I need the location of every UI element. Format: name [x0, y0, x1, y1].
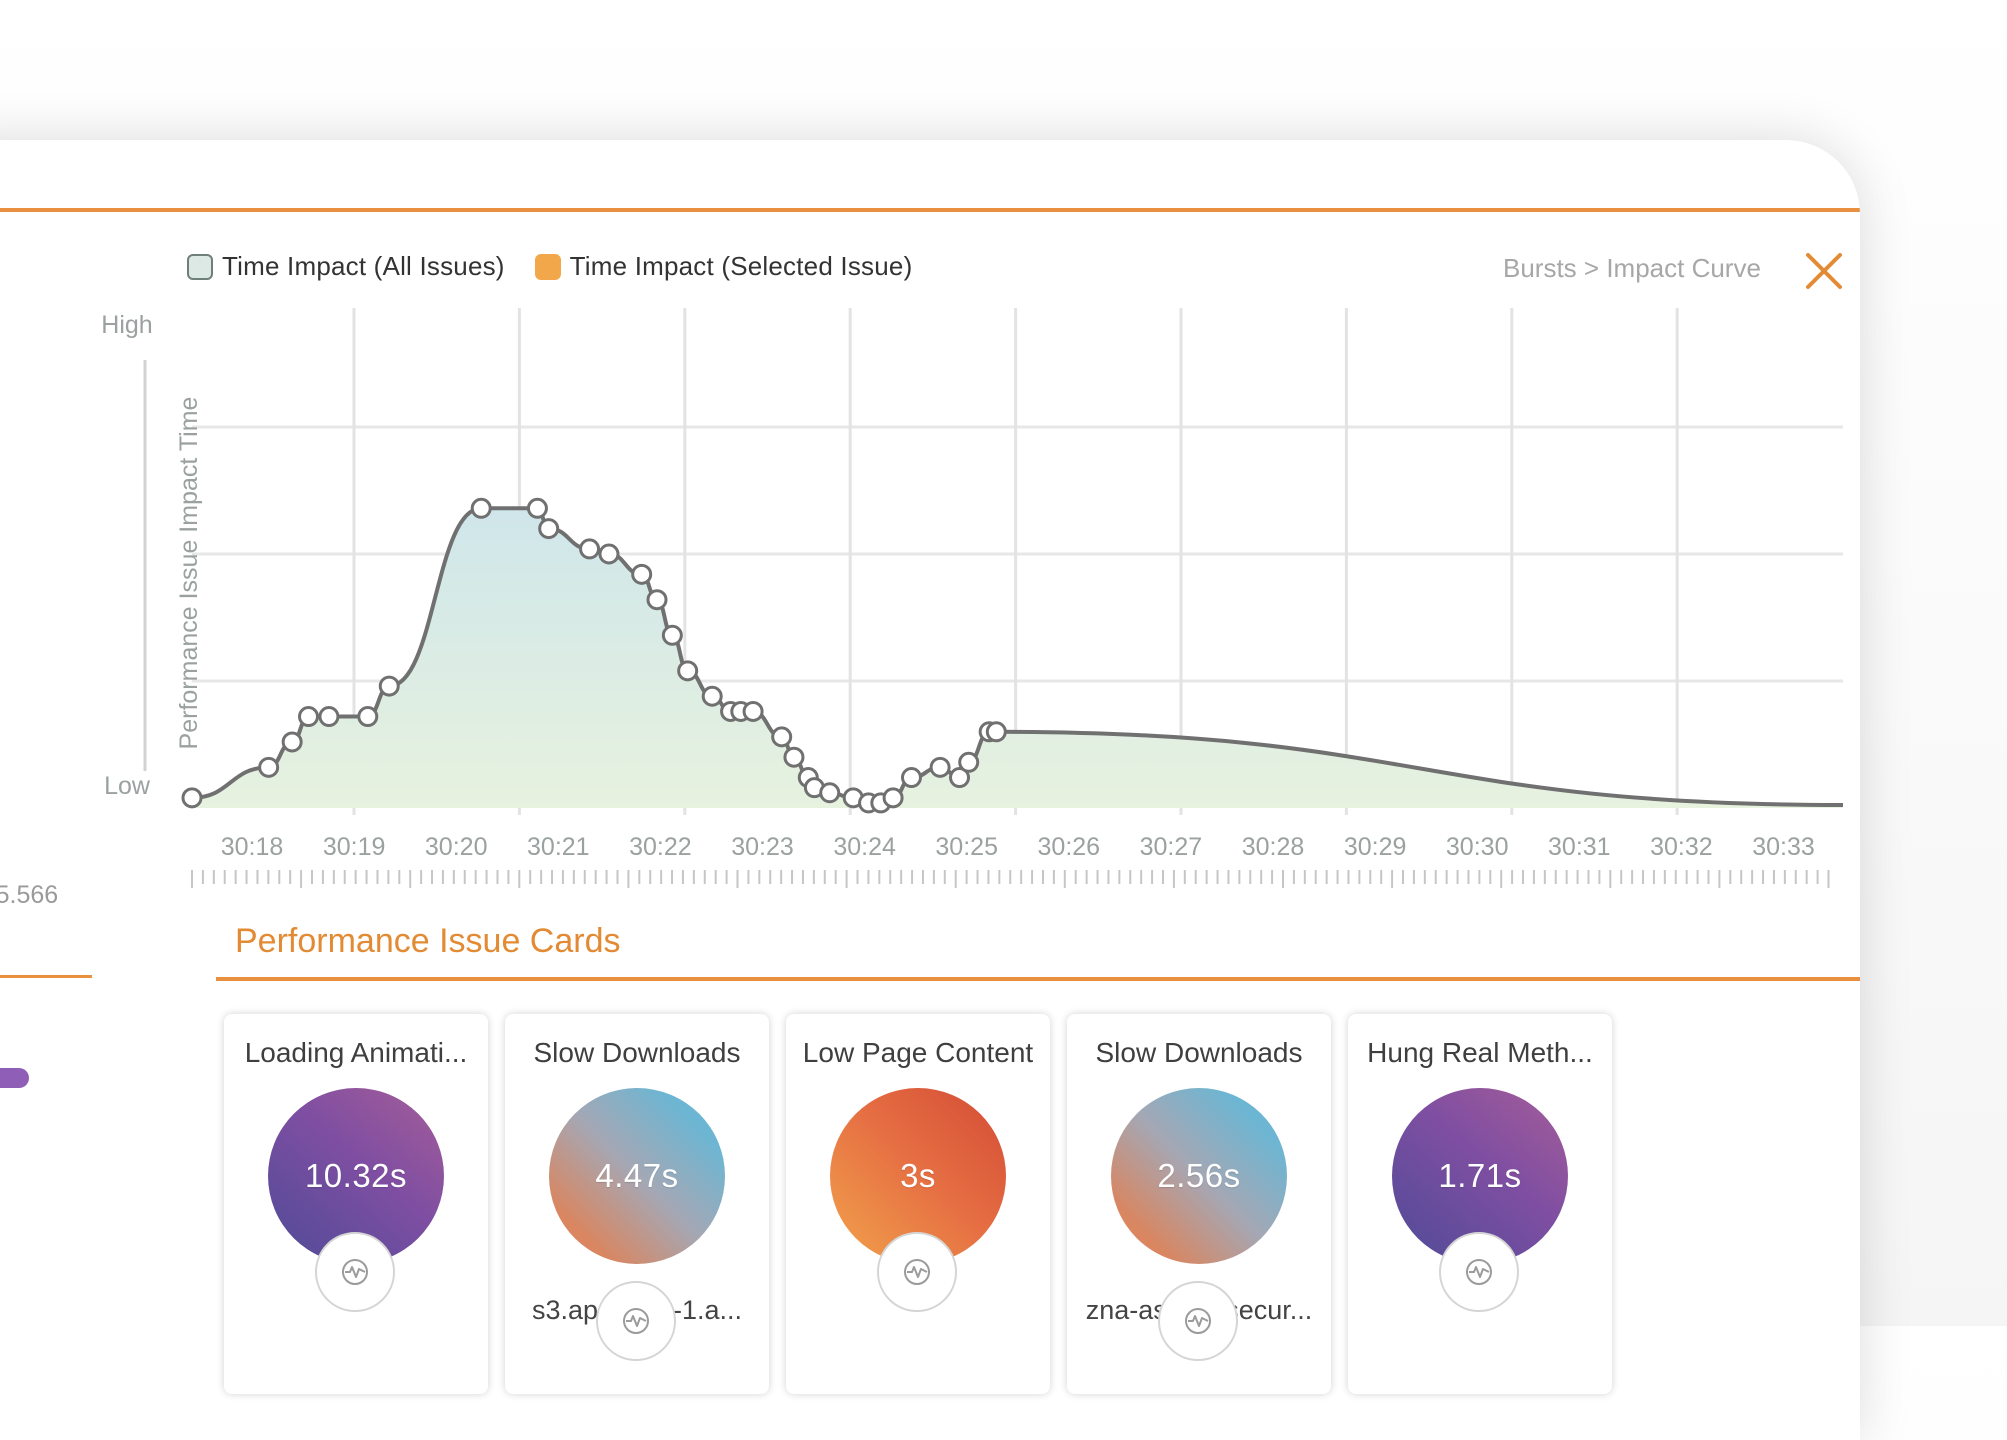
performance-issue-impact-circle[interactable]: 4.47s	[549, 1088, 725, 1264]
legend-all-issues-swatch	[187, 253, 213, 280]
x-axis-tick-label: 30:29	[1344, 833, 1407, 861]
x-axis-tick-label: 30:24	[833, 833, 896, 861]
impact-data-point[interactable]	[526, 497, 548, 519]
impact-data-point[interactable]	[985, 721, 1007, 743]
performance-issue-card[interactable]: Slow Downloads2.56szna-assets-secur...	[1067, 1014, 1331, 1394]
close-icon[interactable]	[1800, 247, 1848, 295]
x-axis-tick-label: 30:19	[323, 833, 386, 861]
impact-curve-panel: 30:18 30:19 30:20 30:21 30:22 30:23 30:24 30:25…	[0, 140, 1860, 1440]
performance-cards-divider	[216, 977, 1860, 981]
impact-data-point[interactable]	[677, 660, 699, 682]
x-axis-tick-label: 30:18	[221, 833, 284, 861]
x-axis-tick-label: 30:33	[1752, 833, 1815, 861]
impact-data-point[interactable]	[742, 700, 764, 722]
performance-issue-card[interactable]: Slow Downloads4.47ss3.ap-south-1.a...	[505, 1014, 769, 1394]
impact-data-point[interactable]	[598, 543, 620, 565]
chart-points	[181, 497, 1007, 814]
performance-cards-title: Performance Issue Cards	[235, 922, 621, 960]
impact-data-point[interactable]	[631, 563, 653, 585]
issue-analysis-icon[interactable]	[1158, 1281, 1238, 1361]
chart-legend: Time Impact (All Issues) Time Impact (Se…	[187, 251, 912, 282]
performance-issue-card-title: Low Page Content	[802, 1037, 1034, 1068]
x-axis-tick-label: 30:32	[1650, 833, 1713, 861]
impact-data-point[interactable]	[646, 589, 668, 611]
impact-data-point[interactable]	[929, 756, 951, 778]
x-axis-tick-label: 30:23	[731, 833, 794, 861]
impact-data-point[interactable]	[900, 767, 922, 789]
impact-data-point[interactable]	[470, 497, 492, 519]
legend-all-issues-label: Time Impact (All Issues)	[222, 251, 505, 281]
performance-issue-card[interactable]: Hung Real Meth... 1.71s	[1348, 1014, 1612, 1394]
legend-selected-issue-swatch	[534, 253, 561, 280]
issue-analysis-icon[interactable]	[315, 1232, 395, 1312]
x-axis-tick-label: 30:22	[629, 833, 692, 861]
impact-data-point[interactable]	[661, 624, 683, 646]
issue-analysis-icon[interactable]	[877, 1232, 957, 1312]
impact-data-point[interactable]	[298, 706, 320, 728]
legend-selected-issue[interactable]: Time Impact (Selected Issue)	[534, 251, 913, 282]
impact-data-point[interactable]	[958, 751, 980, 773]
chart-x-ticks: 30:18 30:19 30:20 30:21 30:22 30:23 30:24 30:25…	[191, 833, 1830, 888]
x-axis-tick-label: 30:21	[527, 833, 590, 861]
performance-issue-card-title: Loading Animati...	[244, 1037, 468, 1068]
breadcrumb[interactable]: Bursts > Impact Curve	[1503, 253, 1761, 283]
performance-issue-card[interactable]: Loading Animati... 10.32s	[224, 1014, 488, 1394]
impact-data-point[interactable]	[882, 787, 904, 809]
x-axis-tick-label: 30:25	[935, 833, 998, 861]
issue-analysis-icon[interactable]	[596, 1281, 676, 1361]
performance-issue-card[interactable]: Low Page Content 3s	[786, 1014, 1050, 1394]
y-axis-title: Performance Issue Impact Time	[175, 397, 203, 750]
impact-data-point[interactable]	[378, 675, 400, 697]
left-panel-purple-bar	[0, 1068, 29, 1088]
impact-data-point[interactable]	[281, 731, 303, 753]
impact-data-point[interactable]	[819, 782, 841, 804]
impact-data-point[interactable]	[771, 726, 793, 748]
impact-data-point[interactable]	[258, 756, 280, 778]
panel-top-divider	[0, 208, 1860, 212]
x-axis-tick-label: 30:31	[1548, 833, 1611, 861]
impact-data-point[interactable]	[949, 767, 971, 789]
y-axis-low-label: Low	[104, 772, 151, 800]
impact-data-point[interactable]	[538, 518, 560, 540]
impact-data-point[interactable]	[783, 746, 805, 768]
performance-issue-impact-circle[interactable]: 2.56s	[1111, 1088, 1287, 1264]
x-axis-tick-label: 30:27	[1140, 833, 1203, 861]
performance-issue-impact-circle[interactable]: 10.32s	[268, 1088, 444, 1264]
impact-data-point[interactable]	[318, 706, 340, 728]
all-issues-area	[192, 508, 1843, 808]
impact-data-point[interactable]	[579, 538, 601, 560]
time-readout: :00:35.566	[0, 881, 59, 909]
y-axis-high-label: High	[101, 311, 152, 339]
performance-issue-card-title: Hung Real Meth...	[1367, 1037, 1593, 1068]
issue-analysis-icon[interactable]	[1439, 1232, 1519, 1312]
impact-curve-chart: 30:18 30:19 30:20 30:21 30:22 30:23 30:24 30:25…	[101, 308, 1844, 888]
legend-all-issues[interactable]: Time Impact (All Issues)	[187, 251, 505, 282]
impact-data-point[interactable]	[701, 685, 723, 707]
x-axis-tick-label: 30:28	[1242, 833, 1305, 861]
impact-data-point[interactable]	[181, 787, 203, 809]
x-axis-tick-label: 30:20	[425, 833, 488, 861]
performance-issue-card-title: Slow Downloads	[1095, 1037, 1303, 1068]
performance-issue-card-title: Slow Downloads	[533, 1037, 741, 1068]
x-axis-tick-label: 30:26	[1038, 833, 1101, 861]
x-axis-tick-label: 30:30	[1446, 833, 1509, 861]
impact-data-point[interactable]	[357, 706, 379, 728]
legend-selected-issue-label: Time Impact (Selected Issue)	[569, 251, 913, 281]
left-panel-divider	[0, 975, 92, 978]
